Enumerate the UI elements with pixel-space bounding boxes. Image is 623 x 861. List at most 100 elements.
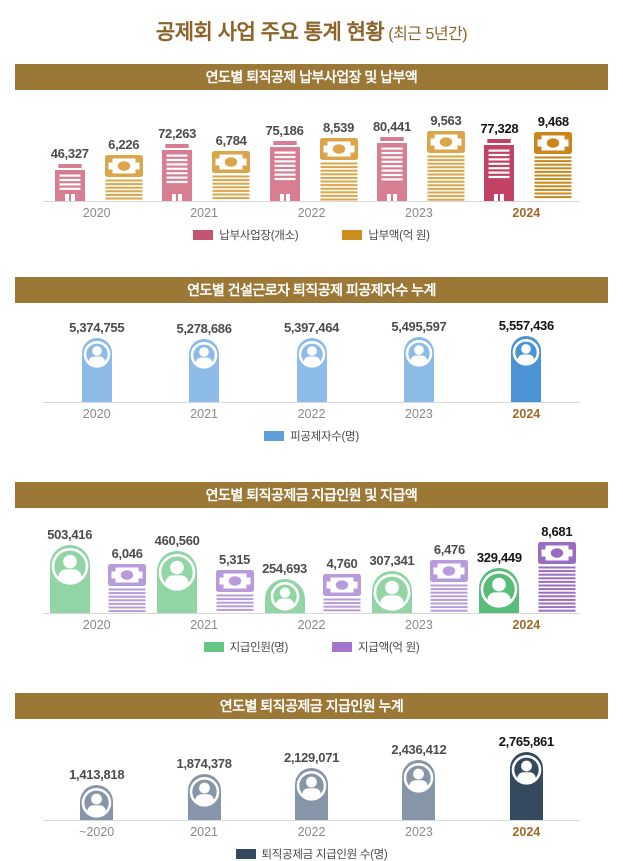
money-pictogram — [212, 151, 251, 201]
value-label: 503,416 — [47, 527, 93, 542]
legend-label: 납부액(억 원) — [368, 230, 430, 242]
year-label: ~2020 — [79, 825, 115, 839]
person-pictogram — [403, 337, 434, 402]
pictogram-bar: 75,186 — [266, 123, 304, 201]
plot-area: 46,327 6,226 72,263 6,784 75,186 8,539 80,441 9… — [43, 98, 580, 202]
year-label: 2024 — [512, 407, 541, 421]
year-label: 2021 — [190, 407, 219, 421]
year-label: 2023 — [405, 618, 433, 632]
chart-cumulative-payout-recipients: 1,413,818 1,874,378 2,129,071 2,436,412 2,76… — [15, 719, 608, 861]
value-label: 4,760 — [326, 556, 358, 571]
pictogram-bar: 5,495,597 — [391, 319, 447, 402]
money-pictogram — [319, 138, 358, 201]
x-axis-labels: ~2020 2021 2022 2023 2024 — [43, 821, 580, 840]
year-label: 2022 — [297, 206, 326, 220]
category-group-2021: 1,874,378 — [150, 756, 257, 820]
value-label: 6,476 — [433, 542, 465, 557]
year-label: 2020 — [82, 206, 111, 220]
building-icon — [376, 137, 407, 201]
money-icon — [322, 574, 361, 612]
value-label: 460,560 — [154, 533, 200, 548]
pictogram-bar: 4,760 — [322, 556, 361, 613]
category-group-2022: 75,186 8,539 — [258, 120, 365, 201]
pictogram-bar: 5,374,755 — [69, 320, 125, 402]
pictogram-bar: 254,693 — [262, 561, 307, 613]
year-label: 2024 — [512, 206, 541, 220]
money-icon — [319, 138, 358, 201]
chart-legend: 피공제자수(명) — [15, 422, 608, 443]
year-label: 2022 — [297, 407, 326, 421]
page-title-main: 공제회 사업 주요 통계 현황 — [155, 21, 385, 44]
year-label: 2023 — [405, 407, 433, 421]
value-label: 2,436,412 — [391, 742, 447, 757]
value-label: 8,681 — [541, 524, 573, 539]
person-pictogram — [187, 774, 221, 820]
money-icon — [430, 560, 469, 612]
category-group-2024: 329,449 8,681 — [473, 524, 580, 613]
category-group-2023: 2,436,412 — [365, 742, 472, 820]
year-label: 2022 — [297, 618, 326, 632]
category-group-2020: 5,374,755 — [43, 320, 150, 402]
section-cumulative-payout-recipients: 연도별 퇴직공제금 지급인원 누계 1,413,818 1,874,378 2,12… — [15, 693, 608, 861]
legend-swatch — [264, 431, 285, 441]
money-icon — [215, 570, 254, 611]
legend-label: 납부사업장(개소) — [219, 230, 299, 242]
pictogram-bar: 2,765,861 — [499, 734, 554, 820]
person-pictogram — [49, 545, 90, 613]
legend-item: 지급인원(명) — [203, 641, 288, 654]
person-icon — [511, 336, 542, 402]
person-icon — [509, 752, 543, 820]
pictogram-bar: 46,327 — [51, 146, 89, 201]
money-icon — [212, 151, 251, 200]
category-group-2021: 5,278,686 — [150, 321, 257, 402]
money-pictogram — [215, 570, 254, 613]
person-pictogram — [479, 568, 520, 613]
category-group-2024: 2,765,861 — [473, 734, 580, 820]
person-pictogram — [264, 579, 305, 613]
legend-item: 피공제자수(명) — [264, 430, 359, 443]
section-header: 연도별 퇴직공제금 지급인원 누계 — [15, 693, 608, 719]
pictogram-bar: 1,413,818 — [69, 767, 125, 820]
value-label: 1,874,378 — [176, 756, 232, 771]
person-pictogram — [402, 760, 436, 820]
person-icon — [479, 568, 520, 613]
pictogram-bar: 460,560 — [155, 533, 200, 613]
year-label: 2023 — [405, 206, 433, 220]
year-label: 2021 — [190, 825, 219, 839]
legend-swatch — [332, 642, 353, 652]
pictogram-bar: 6,046 — [108, 546, 147, 613]
pictogram-bar: 6,226 — [104, 137, 143, 201]
person-icon — [403, 337, 434, 402]
value-label: 46,327 — [50, 146, 89, 161]
person-icon — [187, 774, 221, 820]
category-group-2020: 46,327 6,226 — [43, 137, 150, 201]
person-pictogram — [509, 752, 543, 820]
money-pictogram — [108, 564, 147, 613]
year-label: 2021 — [190, 206, 219, 220]
pictogram-bar: 5,315 — [215, 552, 254, 613]
building-pictogram — [376, 137, 407, 201]
building-icon — [54, 164, 85, 201]
pictogram-bar: 9,468 — [534, 114, 573, 201]
legend-label: 퇴직공제금 지급인원 수(명) — [261, 849, 388, 861]
value-label: 2,129,071 — [283, 750, 340, 765]
value-label: 5,557,436 — [498, 318, 554, 333]
pictogram-bar: 2,436,412 — [391, 742, 447, 820]
value-label: 6,226 — [108, 137, 140, 152]
legend-label: 지급액(억 원) — [358, 642, 420, 654]
pictogram-bar: 503,416 — [47, 527, 92, 613]
section-header: 연도별 퇴직공제 납부사업장 및 납부액 — [15, 64, 608, 90]
value-label: 8,539 — [322, 120, 355, 135]
person-pictogram — [295, 768, 328, 820]
building-pictogram — [162, 144, 193, 201]
value-label: 72,263 — [158, 126, 197, 141]
money-icon — [537, 542, 576, 612]
section-annual-payment-workplaces-and-amounts: 연도별 퇴직공제 납부사업장 및 납부액 46,327 6,226 72,263 6,… — [15, 64, 608, 242]
category-group-2022: 254,693 4,760 — [258, 556, 365, 613]
pictogram-bar: 6,476 — [430, 542, 469, 613]
person-icon — [80, 785, 114, 820]
plot-area: 5,374,755 5,278,686 5,397,464 5,495,597 5,55… — [43, 311, 580, 403]
person-pictogram — [157, 551, 198, 613]
pictogram-bar: 9,563 — [426, 113, 465, 201]
